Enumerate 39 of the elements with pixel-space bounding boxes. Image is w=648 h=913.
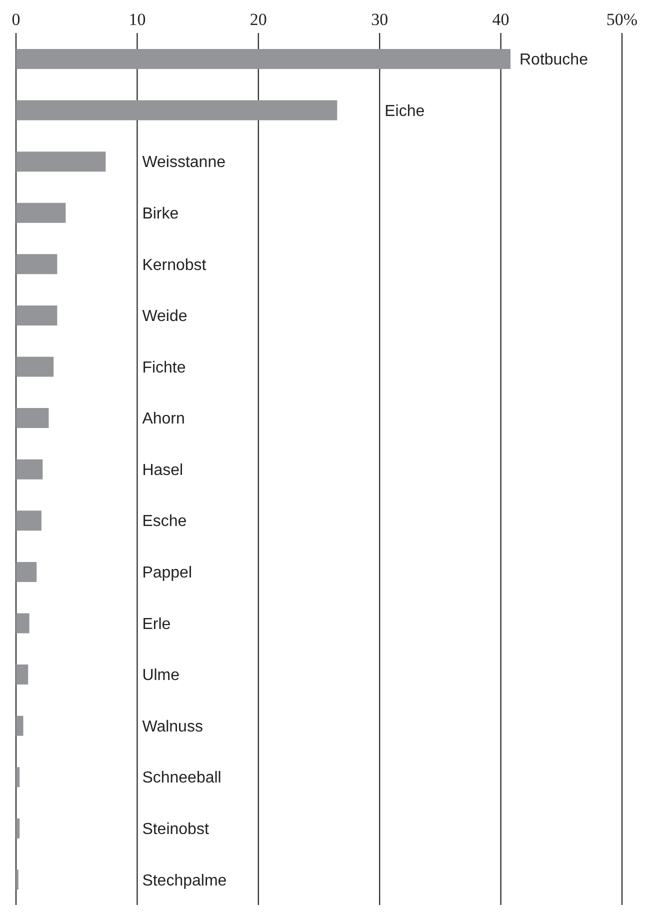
y-tick-label: Fichte (142, 359, 186, 376)
bar (16, 613, 30, 634)
y-tick-label: Erle (142, 616, 171, 633)
x-tick-label: 20 (250, 10, 267, 29)
y-tick-label: Ulme (142, 667, 180, 684)
bar (16, 562, 37, 582)
bar (16, 818, 20, 838)
bar (16, 716, 24, 736)
bar (16, 100, 338, 120)
y-tick-label: Weisstanne (142, 154, 226, 172)
y-tick-label: Steinobst (142, 821, 210, 838)
y-tick-label: Kernobst (142, 256, 207, 274)
bar (16, 202, 66, 223)
y-tick-label: Birke (142, 205, 179, 222)
bar (16, 459, 43, 480)
y-tick-label: Stechpalme (142, 872, 227, 890)
x-tick-label: 50% (606, 10, 638, 29)
y-tick-label: Esche (142, 513, 187, 530)
y-tick-label: Ahorn (142, 410, 185, 428)
bar (16, 767, 20, 788)
x-tick-label: 30 (371, 10, 388, 29)
x-tick-label: 10 (128, 10, 146, 29)
bar (16, 356, 54, 377)
x-tick-label: 0 (12, 10, 20, 29)
y-tick-label: Eiche (384, 102, 425, 120)
x-tick-label: 40 (492, 10, 510, 29)
bar (16, 305, 58, 326)
bar (16, 664, 28, 685)
y-tick-label: Weide (142, 308, 188, 326)
y-tick-label: Pappel (142, 564, 192, 582)
y-tick-label: Rotbuche (519, 52, 588, 69)
y-tick-label: Walnuss (142, 718, 203, 736)
y-tick-label: Hasel (142, 462, 184, 479)
bar (16, 49, 510, 69)
bar (16, 152, 106, 172)
y-tick-label: Schneeball (142, 770, 222, 787)
bar (16, 408, 49, 428)
bar (16, 510, 42, 531)
bar (16, 254, 58, 274)
